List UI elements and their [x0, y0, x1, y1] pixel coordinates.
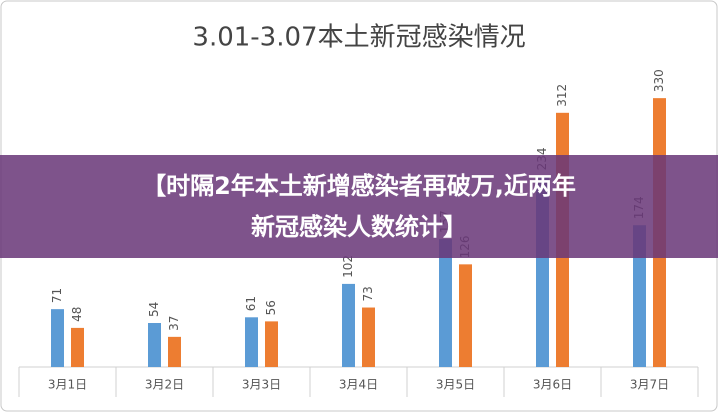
bar — [71, 327, 84, 367]
value-label: 48 — [70, 307, 84, 322]
x-tick-label: 3月2日 — [145, 378, 184, 392]
value-label: 54 — [147, 302, 161, 317]
bar — [459, 264, 472, 367]
x-tick-label: 3月1日 — [48, 378, 87, 392]
bar — [633, 225, 646, 367]
value-label: 71 — [50, 288, 64, 303]
value-label: 312 — [555, 84, 569, 107]
bar — [342, 283, 355, 367]
value-label: 73 — [361, 286, 375, 301]
bar — [51, 309, 64, 367]
banner — [0, 155, 718, 258]
value-label: 102 — [341, 255, 355, 278]
bar — [439, 239, 452, 367]
value-label: 37 — [167, 316, 181, 331]
banner-line: 新冠感染人数统计】 — [251, 213, 467, 241]
bar — [362, 307, 375, 367]
bar — [148, 323, 161, 367]
value-label: 61 — [244, 296, 258, 311]
banner-line: 【时隔2年本土新增感染者再破万,近两年 — [142, 172, 576, 200]
x-tick-label: 3月6日 — [533, 378, 572, 392]
x-tick-label: 3月4日 — [339, 378, 378, 392]
bar — [265, 321, 278, 367]
value-label: 56 — [264, 300, 278, 315]
x-tick-label: 3月3日 — [242, 378, 281, 392]
chart-title: 3.01-3.07本土新冠感染情况 — [192, 23, 525, 53]
x-tick-label: 3月5日 — [436, 378, 475, 392]
bar — [168, 336, 181, 367]
x-tick-label: 3月7日 — [630, 378, 669, 392]
value-label: 330 — [652, 69, 666, 92]
bar — [245, 317, 258, 367]
